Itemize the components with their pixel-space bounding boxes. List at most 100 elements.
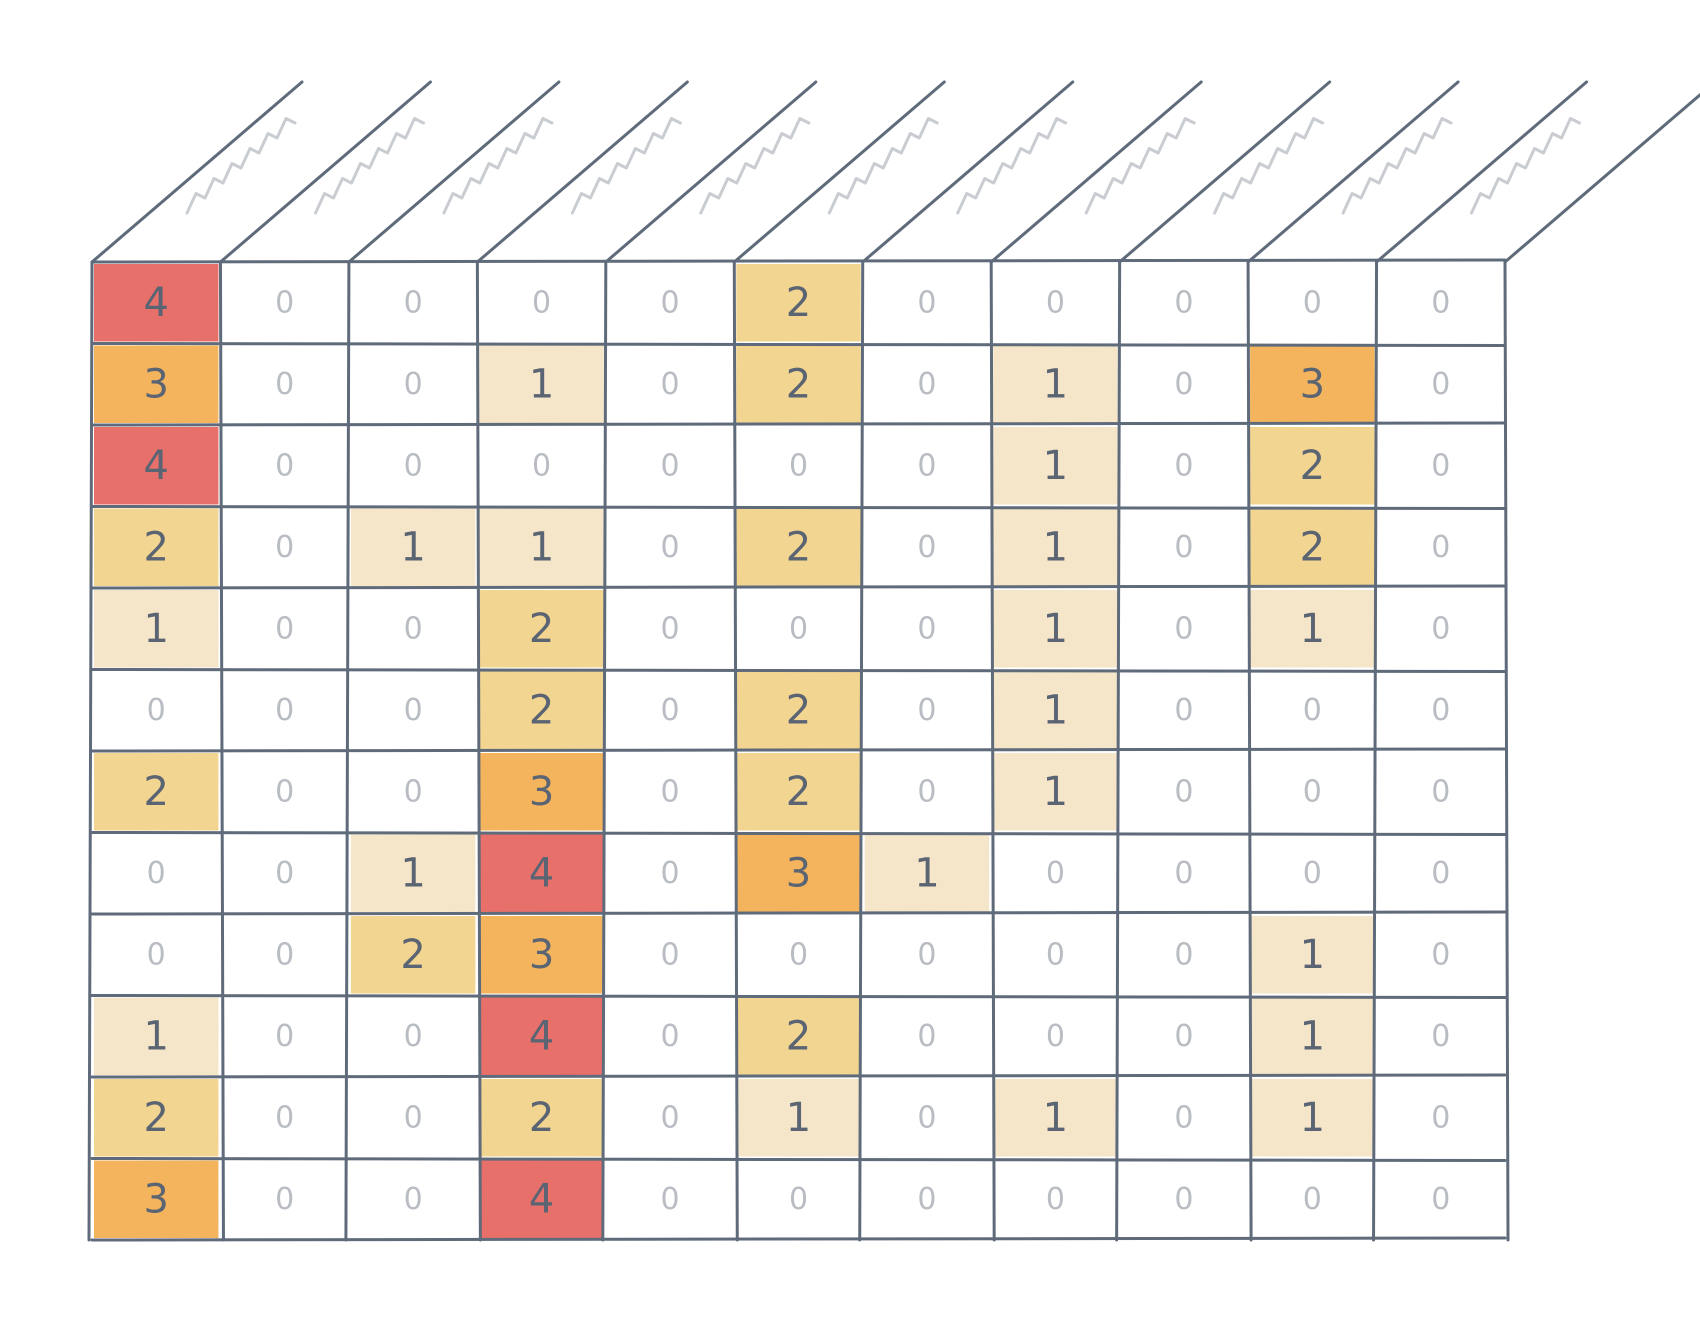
cell-value: 2 <box>529 1095 554 1141</box>
grid-line <box>1503 260 1510 1242</box>
cell-value: 0 <box>275 1019 294 1054</box>
cell <box>222 508 347 586</box>
cell-value: 0 <box>1431 1019 1450 1054</box>
cell <box>607 834 733 912</box>
cell <box>1378 427 1503 505</box>
cell-value: 3 <box>144 361 169 407</box>
cell <box>736 508 861 586</box>
cell <box>864 834 990 912</box>
cell <box>479 916 604 994</box>
cell <box>607 427 733 505</box>
cell-value: 0 <box>1174 1100 1193 1135</box>
cell-value: 0 <box>1174 611 1193 646</box>
cell-value: 0 <box>660 1182 679 1217</box>
cell-value: 1 <box>144 1013 169 1059</box>
cell <box>350 427 476 505</box>
cell-value: 3 <box>529 932 554 978</box>
cell-value: 0 <box>275 530 294 565</box>
cell <box>1378 834 1503 912</box>
cell <box>94 590 219 668</box>
cell <box>479 753 604 831</box>
cell-value: 0 <box>660 1019 679 1054</box>
cell <box>222 590 347 668</box>
header-squiggle <box>314 117 425 215</box>
grid-line <box>90 421 1507 427</box>
header-divider <box>604 80 818 264</box>
cell-value: 1 <box>1043 1095 1068 1141</box>
cell-value: 0 <box>660 693 679 728</box>
cell <box>479 1160 604 1238</box>
cell <box>1250 997 1375 1075</box>
cell-value: 0 <box>404 1019 423 1054</box>
cell-value: 2 <box>1300 443 1325 489</box>
cell <box>993 1160 1118 1238</box>
cell <box>222 834 347 912</box>
cell-value: 0 <box>1303 774 1322 809</box>
cell <box>993 590 1118 668</box>
cell <box>479 427 604 505</box>
cell-value: 0 <box>1303 693 1322 728</box>
cell <box>864 916 990 994</box>
cell-value: 0 <box>1046 1019 1065 1054</box>
cell <box>1121 834 1247 912</box>
cell-value: 2 <box>144 769 169 815</box>
cell-value: 0 <box>275 448 294 483</box>
cell-value: 0 <box>1174 448 1193 483</box>
header-divider <box>1118 80 1332 264</box>
cell <box>993 834 1118 912</box>
grid-line <box>601 260 608 1242</box>
header-squiggle <box>827 117 939 215</box>
cell <box>1121 590 1247 668</box>
cell-value: 0 <box>789 937 808 972</box>
cell <box>993 916 1118 994</box>
cell-value: 0 <box>404 285 423 320</box>
cell <box>94 671 219 749</box>
cell <box>864 753 990 831</box>
grid-line <box>858 260 865 1242</box>
header-divider <box>732 80 946 264</box>
cell-value: 0 <box>404 693 423 728</box>
cell <box>94 1079 219 1157</box>
cell <box>479 1079 604 1157</box>
cell <box>1250 427 1375 505</box>
cell-value: 2 <box>529 606 554 652</box>
cell-value: 0 <box>1431 285 1450 320</box>
cell <box>222 1160 347 1238</box>
grid-line <box>90 342 1507 347</box>
header-squiggle <box>570 117 682 215</box>
cell-value: 0 <box>1174 937 1193 972</box>
cell <box>864 997 990 1075</box>
cell-value: 0 <box>275 611 294 646</box>
cell <box>607 997 733 1075</box>
cell-value: 2 <box>144 1095 169 1141</box>
cell <box>993 1079 1118 1157</box>
cell-value: 0 <box>660 448 679 483</box>
header-divider <box>218 80 432 264</box>
cell <box>222 427 347 505</box>
cell-value: 0 <box>660 530 679 565</box>
cell-value: 4 <box>529 850 554 896</box>
cell <box>1378 997 1503 1075</box>
cell <box>94 753 219 831</box>
cell-value: 0 <box>789 448 808 483</box>
cell-value: 0 <box>789 611 808 646</box>
cell-value: 0 <box>1046 1182 1065 1217</box>
cell <box>1250 1160 1375 1238</box>
cell <box>736 753 861 831</box>
cell <box>222 916 347 994</box>
cell-value: 0 <box>532 448 551 483</box>
cell <box>1250 916 1375 994</box>
cell <box>350 916 476 994</box>
cell <box>1378 753 1503 831</box>
cell <box>607 1079 733 1157</box>
cell <box>222 264 347 342</box>
cell-value: 0 <box>1174 1182 1193 1217</box>
cell <box>350 1079 476 1157</box>
cell-value: 0 <box>1174 774 1193 809</box>
cell <box>350 590 476 668</box>
cell-value: 2 <box>529 687 554 733</box>
cell-value: 3 <box>529 769 554 815</box>
header-divider <box>90 80 304 264</box>
cell-value: 0 <box>917 774 936 809</box>
